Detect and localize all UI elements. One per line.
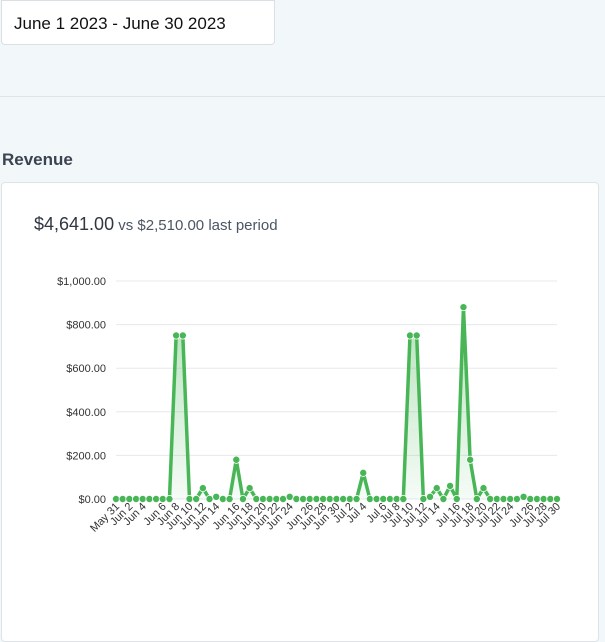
- data-point[interactable]: [292, 494, 301, 503]
- data-point[interactable]: [198, 484, 207, 493]
- data-point[interactable]: [258, 494, 267, 503]
- data-point[interactable]: [178, 331, 187, 340]
- data-point[interactable]: [426, 492, 435, 501]
- data-point[interactable]: [419, 494, 428, 503]
- data-point[interactable]: [359, 468, 368, 477]
- data-point[interactable]: [405, 331, 414, 340]
- data-point[interactable]: [279, 494, 288, 503]
- vs-label: vs: [118, 217, 134, 234]
- y-tick-label: $600.00: [66, 363, 106, 375]
- data-point[interactable]: [225, 494, 234, 503]
- data-point[interactable]: [205, 494, 214, 503]
- data-point[interactable]: [125, 494, 134, 503]
- data-point[interactable]: [212, 492, 221, 501]
- data-point[interactable]: [299, 494, 308, 503]
- data-point[interactable]: [332, 494, 341, 503]
- data-point[interactable]: [466, 455, 475, 464]
- data-point[interactable]: [519, 492, 528, 501]
- data-point[interactable]: [372, 494, 381, 503]
- data-point[interactable]: [192, 494, 201, 503]
- data-point[interactable]: [345, 494, 354, 503]
- data-point[interactable]: [252, 494, 261, 503]
- data-point[interactable]: [432, 484, 441, 493]
- data-point[interactable]: [112, 494, 121, 503]
- section-title: Revenue: [2, 150, 73, 169]
- data-point[interactable]: [539, 494, 548, 503]
- data-point[interactable]: [325, 494, 334, 503]
- data-point[interactable]: [512, 494, 521, 503]
- data-point[interactable]: [546, 494, 555, 503]
- y-tick-label: $1,000.00: [57, 276, 106, 288]
- data-point[interactable]: [165, 494, 174, 503]
- data-point[interactable]: [138, 494, 147, 503]
- data-point[interactable]: [118, 494, 127, 503]
- date-range-input[interactable]: June 1 2023 - June 30 2023: [1, 0, 275, 45]
- revenue-chart: $0.00 $200.00 $400.00 $600.00 $800.00 $1,000.…: [57, 276, 563, 535]
- data-point[interactable]: [506, 494, 515, 503]
- data-point[interactable]: [158, 494, 167, 503]
- data-point[interactable]: [339, 494, 348, 503]
- data-point[interactable]: [392, 494, 401, 503]
- data-point[interactable]: [553, 494, 562, 503]
- data-point[interactable]: [486, 494, 495, 503]
- data-point[interactable]: [232, 455, 241, 464]
- data-point[interactable]: [132, 494, 141, 503]
- y-tick-label: $200.00: [66, 450, 106, 462]
- data-point[interactable]: [218, 494, 227, 503]
- data-point[interactable]: [145, 494, 154, 503]
- data-point[interactable]: [452, 494, 461, 503]
- data-point[interactable]: [238, 494, 247, 503]
- current-revenue: $4,641.00: [34, 214, 115, 234]
- data-point[interactable]: [439, 494, 448, 503]
- data-point[interactable]: [412, 331, 421, 340]
- data-point[interactable]: [499, 494, 508, 503]
- data-point[interactable]: [492, 494, 501, 503]
- data-point[interactable]: [152, 494, 161, 503]
- data-point[interactable]: [385, 494, 394, 503]
- data-point[interactable]: [459, 303, 468, 312]
- data-point[interactable]: [526, 494, 535, 503]
- data-point[interactable]: [185, 494, 194, 503]
- previous-revenue: $2,510.00: [137, 217, 205, 234]
- divider: [0, 96, 605, 97]
- data-point[interactable]: [446, 481, 455, 490]
- data-point[interactable]: [272, 494, 281, 503]
- data-point[interactable]: [319, 494, 328, 503]
- y-tick-label: $400.00: [66, 407, 106, 419]
- y-tick-label: $0.00: [78, 494, 106, 506]
- data-point[interactable]: [312, 494, 321, 503]
- y-tick-label: $800.00: [66, 320, 106, 332]
- data-point[interactable]: [285, 492, 294, 501]
- data-point[interactable]: [365, 494, 374, 503]
- data-point[interactable]: [245, 484, 254, 493]
- data-point[interactable]: [305, 494, 314, 503]
- data-point[interactable]: [172, 331, 181, 340]
- data-point[interactable]: [379, 494, 388, 503]
- data-point[interactable]: [472, 494, 481, 503]
- data-point[interactable]: [479, 484, 488, 493]
- revenue-summary: $4,641.00 vs $2,510.00 last period: [34, 214, 278, 235]
- data-point[interactable]: [532, 494, 541, 503]
- data-point[interactable]: [265, 494, 274, 503]
- previous-suffix: last period: [208, 217, 278, 234]
- data-point[interactable]: [399, 494, 408, 503]
- data-point[interactable]: [352, 494, 361, 503]
